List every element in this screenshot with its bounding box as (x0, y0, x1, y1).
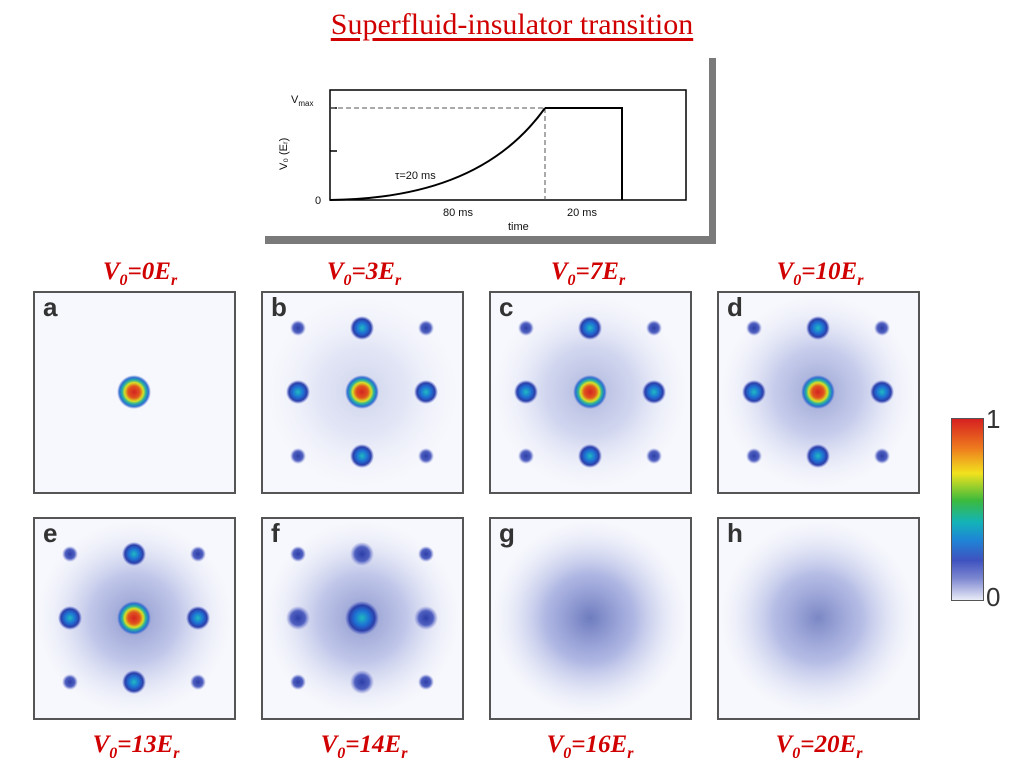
side-peak (122, 670, 146, 694)
side-peak (806, 316, 830, 340)
ramp-inset: V₀ (Eᵣ) Vmax 0 τ=20 ms 80 ms 20 ms time (265, 58, 717, 244)
side-peak (350, 444, 374, 468)
side-peak (514, 380, 538, 404)
side-peak (122, 542, 146, 566)
side-peak (58, 606, 82, 630)
central-peak (345, 375, 379, 409)
side-peak (350, 542, 374, 566)
panel-letter: b (271, 292, 287, 322)
panel-letter: g (499, 518, 515, 548)
diagonal-peak (646, 320, 662, 336)
ramp-duration-label: 80 ms (443, 207, 473, 219)
diagonal-peak (646, 448, 662, 464)
panel-letter: d (727, 292, 743, 322)
side-peak (806, 444, 830, 468)
diagonal-peak (746, 320, 762, 336)
vmax-label: Vmax (291, 94, 313, 108)
inset-shadow-right (709, 58, 716, 244)
panel-f: f (261, 517, 464, 720)
diagonal-peak (290, 674, 306, 690)
panel-letter: c (499, 292, 514, 322)
panel-d-label: V0=10Er (776, 258, 864, 289)
colorbar-min-label: 0 (986, 582, 1001, 612)
diagonal-peak (418, 448, 434, 464)
central-peak (345, 601, 379, 635)
side-peak (414, 606, 438, 630)
side-peak (642, 380, 666, 404)
zero-label: 0 (315, 195, 321, 207)
diagonal-peak (874, 320, 890, 336)
diffuse-background (720, 520, 916, 716)
panel-d: d (717, 291, 920, 494)
central-peak (573, 375, 607, 409)
hold-duration-label: 20 ms (567, 207, 597, 219)
diagonal-peak (290, 546, 306, 562)
diagonal-peak (746, 448, 762, 464)
diagonal-peak (418, 674, 434, 690)
panel-e: e (33, 517, 236, 720)
diagonal-peak (62, 674, 78, 690)
side-peak (742, 380, 766, 404)
panel-a: a (33, 291, 236, 494)
panel-g-label: V0=16Er (546, 731, 634, 762)
side-peak (186, 606, 210, 630)
side-peak (870, 380, 894, 404)
diagonal-peak (418, 546, 434, 562)
diagonal-peak (190, 674, 206, 690)
time-axis-label: time (508, 221, 529, 233)
diffuse-background (492, 520, 688, 716)
diagonal-peak (290, 320, 306, 336)
ramp-curve (329, 107, 546, 201)
central-peak (117, 601, 151, 635)
panel-b-label: V0=3Er (326, 258, 402, 289)
diagonal-peak (518, 320, 534, 336)
inset-y-label: V₀ (Eᵣ) (278, 138, 290, 170)
central-peak (801, 375, 835, 409)
panel-h: h (717, 517, 920, 720)
diagonal-peak (874, 448, 890, 464)
diagonal-peak (62, 546, 78, 562)
side-peak (286, 606, 310, 630)
diagonal-peak (190, 546, 206, 562)
panel-c: c (489, 291, 692, 494)
panel-c-label: V0=7Er (550, 258, 626, 289)
central-peak (117, 375, 151, 409)
inset-shadow-bottom (265, 236, 716, 244)
panel-letter: h (727, 518, 743, 548)
colorbar (951, 418, 984, 601)
colorbar-max-label: 1 (986, 404, 1001, 434)
side-peak (350, 670, 374, 694)
hold-plateau (545, 107, 623, 200)
inset-frame (329, 89, 687, 201)
side-peak (350, 316, 374, 340)
panel-letter: f (271, 518, 280, 548)
side-peak (286, 380, 310, 404)
diagonal-peak (418, 320, 434, 336)
panel-h-label: V0=20Er (775, 731, 863, 762)
panel-g: g (489, 517, 692, 720)
figure-title: Superfluid-insulator transition (330, 8, 694, 41)
diagonal-peak (290, 448, 306, 464)
tau-label: τ=20 ms (395, 170, 436, 182)
panel-e-label: V0=13Er (92, 731, 180, 762)
side-peak (578, 316, 602, 340)
panel-b: b (261, 291, 464, 494)
panel-f-label: V0=14Er (320, 731, 408, 762)
panel-letter: a (43, 292, 58, 322)
panel-letter: e (43, 518, 58, 548)
inset-plot: V₀ (Eᵣ) Vmax 0 τ=20 ms 80 ms 20 ms time (265, 58, 709, 236)
diagonal-peak (518, 448, 534, 464)
side-peak (414, 380, 438, 404)
side-peak (578, 444, 602, 468)
panel-a-label: V0=0Er (102, 258, 178, 289)
